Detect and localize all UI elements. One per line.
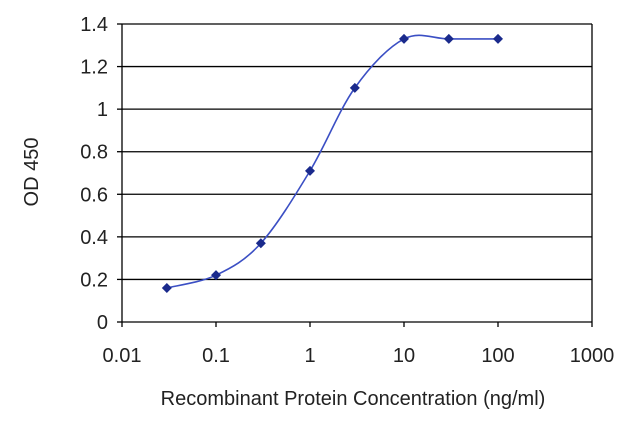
data-point-marker <box>399 33 409 44</box>
axes <box>117 23 593 327</box>
y-tick-label: 0.8 <box>80 142 108 164</box>
y-tick-label: 1 <box>97 99 108 121</box>
y-tick-label: 0.6 <box>80 184 108 206</box>
x-tick-label: 0.01 <box>103 345 142 367</box>
data-point-marker <box>305 165 315 176</box>
data-point-marker <box>161 282 172 293</box>
data-series <box>161 33 503 293</box>
x-tick-label: 10 <box>393 345 415 367</box>
x-tick-label: 1 <box>304 345 315 367</box>
y-tick-label: 0 <box>97 312 108 334</box>
x-tick-label: 0.1 <box>202 345 230 367</box>
data-point-marker <box>493 33 503 44</box>
y-tick-label: 0.2 <box>80 269 108 291</box>
y-tick-label: 1.4 <box>80 14 108 36</box>
data-point-marker <box>255 238 266 249</box>
data-point-marker <box>443 33 454 44</box>
gridlines <box>122 23 592 281</box>
tick-labels: 0 0.2 0.4 0.6 0.8 1 1.2 1.4 0.01 0.1 1 10 100 1000 <box>80 14 614 367</box>
data-point-marker <box>211 270 221 281</box>
y-axis-title: OD 450 <box>21 138 43 207</box>
x-tick-label: 100 <box>481 345 514 367</box>
y-tick-label: 1.2 <box>80 57 108 79</box>
series-line <box>166 34 498 289</box>
x-axis-title: Recombinant Protein Concentration (ng/ml… <box>161 388 546 410</box>
data-point-marker <box>349 82 360 93</box>
y-tick-label: 0.4 <box>80 227 108 249</box>
x-tick-label: 1000 <box>570 345 615 367</box>
